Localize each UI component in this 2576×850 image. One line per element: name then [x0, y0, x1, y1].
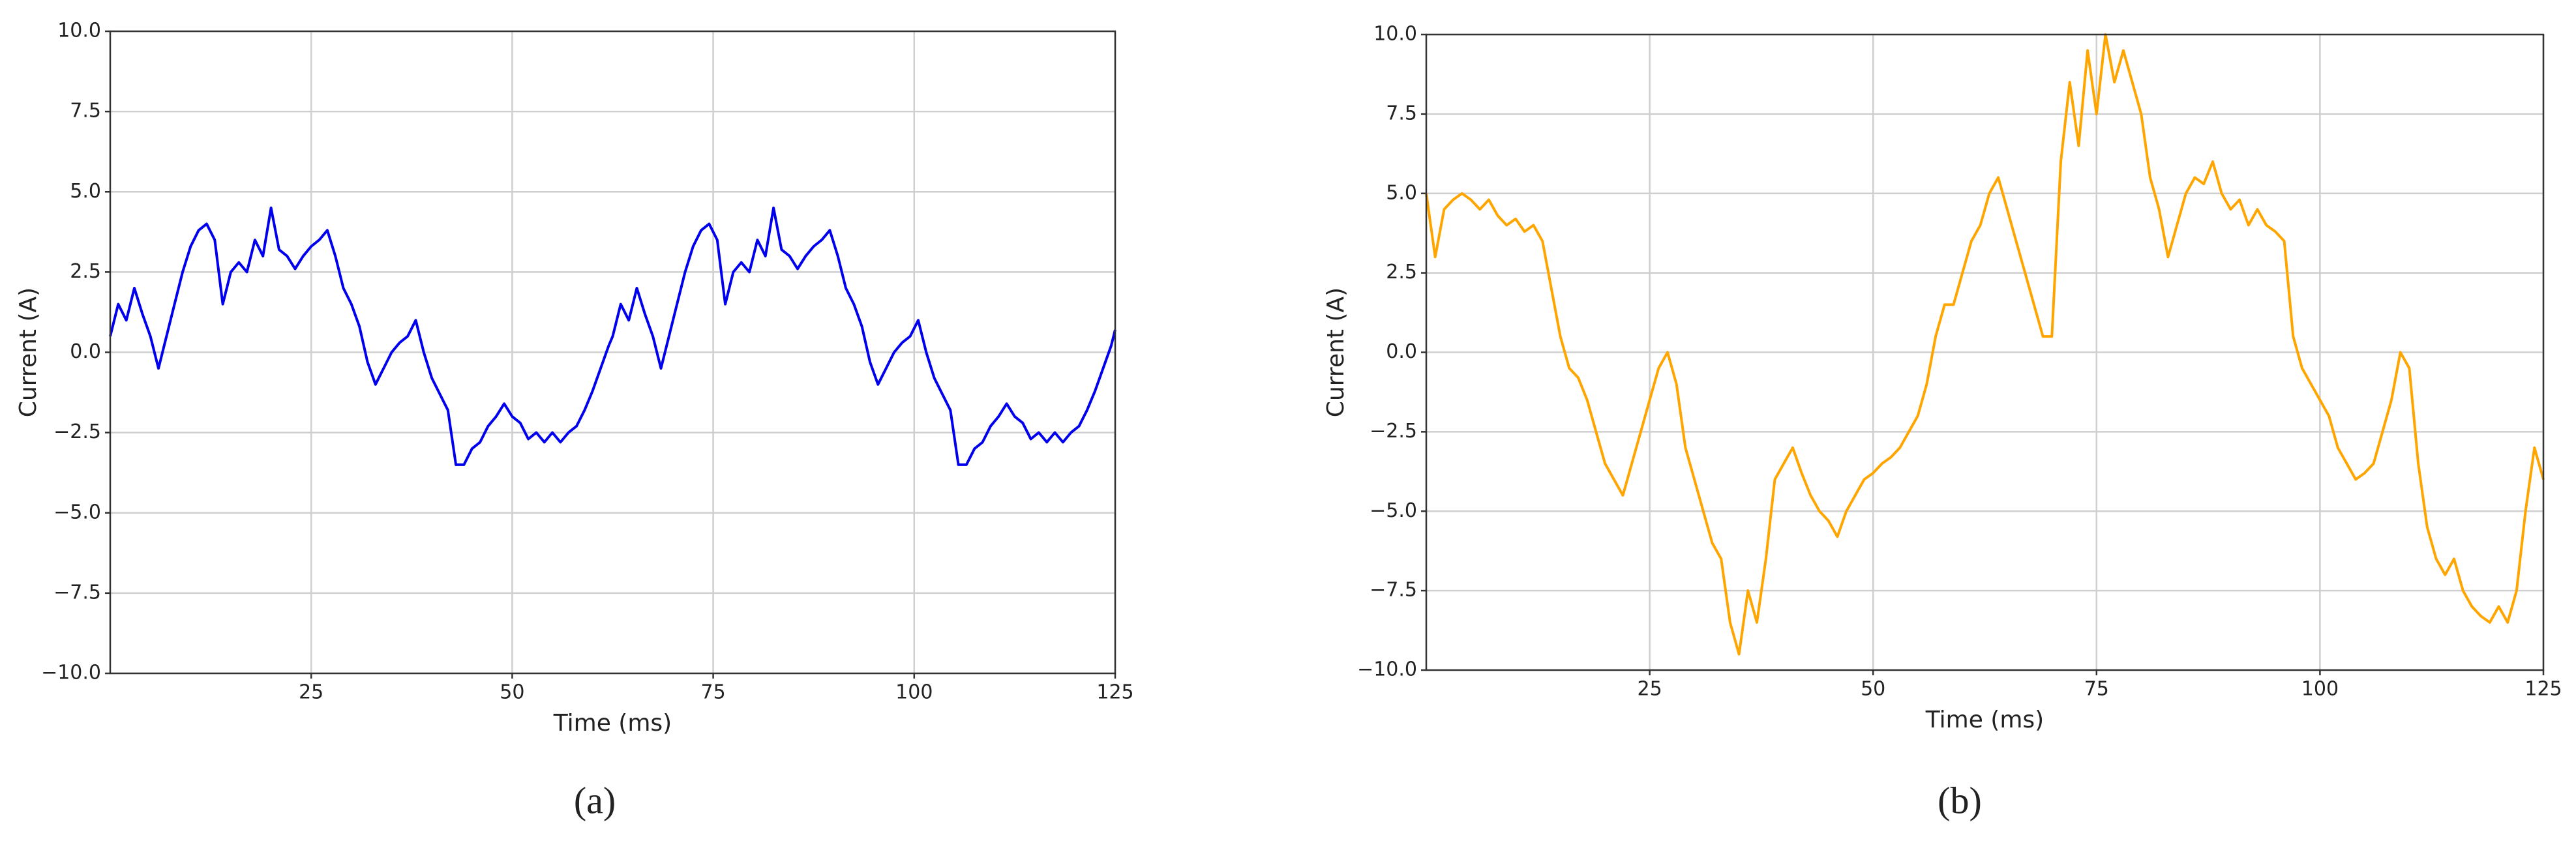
y-tick-label: −2.5 — [1370, 420, 1417, 443]
y-axis-label: Current (A) — [1323, 287, 1349, 417]
y-tick-label: −10.0 — [41, 662, 101, 684]
x-tick-label: 50 — [1861, 678, 1885, 701]
y-tick-label: 2.5 — [1386, 261, 1417, 284]
chart-panel: −10.0 −7.5 −5.0 −2.5 0.0 2.5 5.0 7.5 10.0 25 50 75 1… — [1323, 23, 2562, 822]
caption: (a) — [574, 779, 616, 821]
y-tick-label: 0.0 — [70, 340, 101, 363]
x-tick-label: 75 — [2084, 678, 2109, 701]
y-tick-label: 10.0 — [57, 20, 101, 42]
x-tick-label: 100 — [895, 681, 933, 704]
x-axis-label: Time (ms) — [553, 710, 672, 737]
x-tick-label: 125 — [1096, 681, 1133, 704]
y-tick-label: −10.0 — [1357, 658, 1417, 681]
y-tick-label: 10.0 — [1373, 23, 1417, 46]
plot-frame — [109, 30, 1116, 675]
x-axis-label: Time (ms) — [1925, 707, 2044, 733]
caption: (b) — [1938, 779, 1982, 821]
x-tick-label: 100 — [2301, 678, 2339, 701]
y-tick-label: −5.0 — [53, 501, 101, 523]
plot-frame — [1425, 33, 2545, 671]
y-tick-label: 7.5 — [1386, 102, 1417, 125]
data-line — [1425, 33, 2545, 656]
y-tick-label: 2.5 — [70, 260, 101, 283]
x-tick-label: 50 — [500, 681, 524, 704]
data-line — [109, 206, 1116, 466]
y-tick-label: −7.5 — [53, 581, 101, 604]
y-tick-label: 5.0 — [1386, 181, 1417, 204]
x-tick-label: 25 — [1638, 678, 1662, 701]
y-tick-label: −5.0 — [1370, 499, 1417, 522]
x-tick-label: 125 — [2524, 678, 2562, 701]
y-tick-label: 5.0 — [70, 180, 101, 203]
y-tick-label: 7.5 — [70, 100, 101, 123]
x-tick-label: 75 — [701, 681, 726, 704]
y-tick-label: −2.5 — [53, 420, 101, 443]
y-axis-label: Current (A) — [15, 287, 42, 417]
chart-panel: −10.0 −7.5 −5.0 −2.5 0.0 2.5 5.0 7.5 10.0 25 50 75 1… — [15, 20, 1134, 822]
y-tick-label: 0.0 — [1386, 340, 1417, 363]
y-tick-label: −7.5 — [1370, 579, 1417, 602]
x-tick-label: 25 — [299, 681, 323, 704]
